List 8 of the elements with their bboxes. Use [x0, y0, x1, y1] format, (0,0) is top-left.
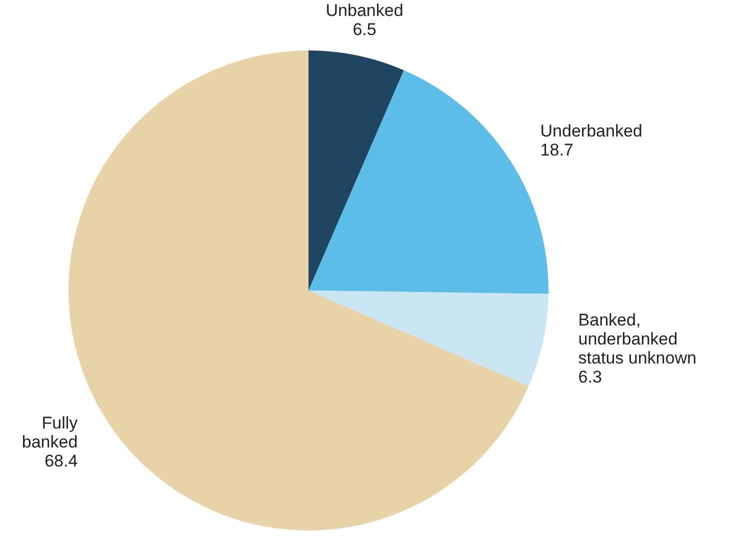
data-label: 18.7 [540, 140, 574, 160]
data-label: 6.5 [352, 20, 376, 40]
slice-label: Banked, underbanked status unknown [578, 310, 696, 368]
slice-label: Fully banked [22, 413, 78, 452]
slice-label: Underbanked [540, 122, 642, 141]
data-label: 6.3 [578, 368, 602, 387]
data-label: 68.4 [44, 451, 78, 470]
slice-label: Unbanked [326, 1, 404, 20]
